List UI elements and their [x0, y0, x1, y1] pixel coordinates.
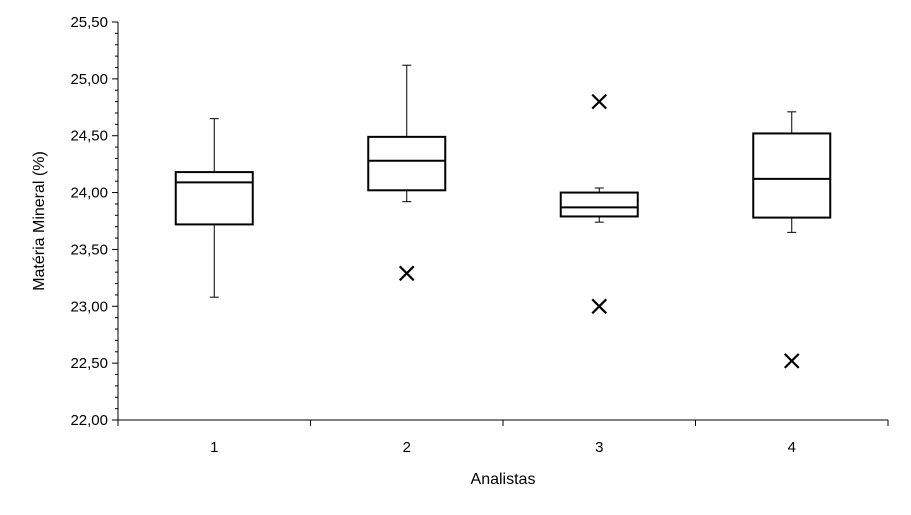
y-tick-label: 23,50 [70, 241, 108, 258]
outlier-marker [783, 353, 800, 369]
box-analista-2 [367, 64, 447, 282]
y-tick-label: 25,50 [70, 14, 108, 31]
outlier-stroke [783, 353, 800, 369]
y-axis-title: Matéria Mineral (%) [31, 151, 48, 291]
boxes [174, 64, 832, 369]
y-tick-label: 24,50 [70, 128, 108, 145]
outlier-marker [591, 93, 608, 110]
box-analista-1 [174, 118, 254, 298]
outlier-stroke [398, 265, 415, 282]
y-tick-label: 24,00 [70, 185, 108, 202]
y-ticks: 22,00 22,50 23,00 23,50 24,00 24,50 25,00 25,50 [70, 14, 118, 429]
iqr-box [367, 135, 447, 192]
y-tick-label: 22,00 [70, 412, 108, 429]
iqr-box [559, 191, 639, 218]
x-tick-label: 1 [210, 439, 218, 456]
x-tick-label: 2 [403, 439, 411, 456]
y-tick-label: 23,00 [70, 298, 108, 315]
outlier-marker [591, 298, 608, 315]
x-axis-title: Analistas [471, 471, 536, 488]
iqr-box [752, 132, 832, 219]
outlier-stroke [591, 298, 608, 315]
x-tick-label: 4 [788, 439, 796, 456]
box-analista-3 [559, 93, 639, 315]
outlier-stroke [591, 93, 608, 110]
box-analista-4 [752, 111, 832, 369]
outlier-marker [398, 265, 415, 282]
y-tick-label: 22,50 [70, 355, 108, 372]
x-tick-label: 3 [595, 439, 603, 456]
iqr-box [174, 171, 254, 226]
x-ticks: 1 2 3 4 [117, 420, 889, 456]
y-tick-label: 25,00 [70, 71, 108, 88]
